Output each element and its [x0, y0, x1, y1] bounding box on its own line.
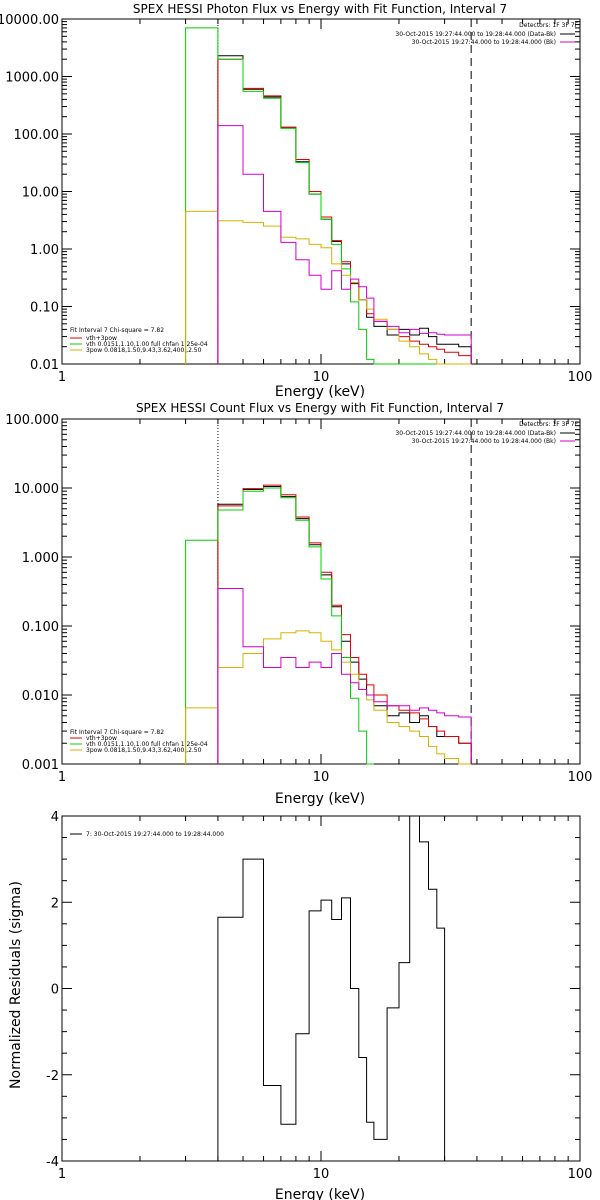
x-tick-label: 100: [568, 770, 593, 785]
x-tick-label: 10: [313, 1167, 330, 1182]
x-axis-label: Energy (keV): [275, 791, 365, 807]
series-bk: [217, 588, 472, 764]
series-vth: [185, 27, 472, 365]
x-tick-label: 10: [313, 370, 330, 385]
fit-legend-vth: vth 0.0151,1.10,1.00 full chfan 1.25e-04: [86, 741, 208, 748]
y-tick-label: 100.000: [5, 413, 59, 428]
bk-interval-label: 30-Oct-2015 19:27:44.000 to 19:28:44.000…: [412, 39, 556, 46]
y-tick-label: 10000.00: [0, 13, 59, 28]
series-bk: [217, 125, 472, 364]
x-tick-label: 100: [568, 1167, 593, 1182]
fit-legend-total: vth+3pow: [86, 335, 117, 342]
fit-legend-3pow: 3pow 0.0818,1.50,9.43,3.62,400.,2.50: [86, 347, 202, 354]
x-tick-label: 1: [58, 770, 66, 785]
data-interval-label: 30-Oct-2015 19:27:44.000 to 19:28:44.000…: [395, 430, 556, 437]
photon-flux-chart: SPEX HESSI Photon Flux vs Energy with Fi…: [0, 2, 592, 400]
y-tick-label: 0.010: [22, 689, 59, 704]
y-tick-label: 1.000: [22, 551, 59, 566]
y-tick-label: 4: [51, 810, 59, 825]
plot-frame: [61, 815, 581, 1162]
x-axis-label: Energy (keV): [275, 1187, 365, 1200]
y-tick-label: 0.100: [22, 620, 59, 635]
x-tick-label: 1: [58, 370, 66, 385]
y-tick-label: 0.10: [30, 301, 59, 316]
series-vth-3pow: [217, 58, 472, 364]
fit-legend-total: vth+3pow: [86, 735, 117, 742]
residual-legend-label: 7: 30-Oct-2015 19:27:44.000 to 19:28:44.…: [86, 831, 224, 838]
x-tick-label: 10: [313, 770, 330, 785]
series-vth-3pow: [217, 484, 472, 764]
plot-frame: [61, 418, 581, 765]
bk-interval-label: 30-Oct-2015 19:27:44.000 to 19:28:44.000…: [412, 438, 556, 445]
y-tick-label: 1000.00: [5, 71, 59, 86]
y-tick-label: 0.001: [22, 758, 59, 773]
y-tick-label: 10.00: [22, 186, 59, 201]
y-tick-label: 10.000: [14, 482, 60, 497]
y-tick-label: -2: [46, 1069, 59, 1084]
count-flux-chart: SPEX HESSI Count Flux vs Energy with Fit…: [5, 401, 592, 807]
detectors-label: Detectors: 1F 3F 7F: [519, 421, 578, 428]
fit-legend-vth: vth 0.0151,1.10,1.00 full chfan 1.25e-04: [86, 341, 208, 348]
chart-title: SPEX HESSI Photon Flux vs Energy with Fi…: [133, 2, 507, 16]
y-axis-label: Normalized Residuals (sigma): [8, 881, 24, 1089]
chart-title: SPEX HESSI Count Flux vs Energy with Fit…: [136, 401, 504, 415]
fit-interval-label: Fit Interval 7 Chi-square = 7.82: [70, 729, 164, 736]
series-3pow: [185, 630, 472, 765]
y-tick-label: 2: [51, 896, 59, 911]
series-3pow: [185, 210, 472, 365]
series-data-bk: [217, 486, 472, 764]
x-axis-label: Energy (keV): [275, 384, 365, 400]
y-tick-label: 1.00: [30, 243, 59, 258]
y-tick-label: 0: [51, 983, 59, 998]
x-tick-label: 1: [58, 1167, 66, 1182]
series-data-bk: [217, 55, 472, 364]
series-7-30-oct-2015-19-27-44-000-to-19-28-44-000: [217, 815, 446, 1161]
fit-legend-3pow: 3pow 0.0818,1.50,9.43,3.62,400.,2.50: [86, 747, 202, 754]
x-tick-label: 100: [568, 370, 593, 385]
y-tick-label: -4: [46, 1155, 59, 1170]
data-interval-label: 30-Oct-2015 19:27:44.000 to 19:28:44.000…: [395, 31, 556, 38]
y-tick-label: 0.01: [30, 358, 59, 373]
residuals-chart: Energy (keV) Normalized Residuals (sigma…: [8, 810, 592, 1200]
fit-interval-label: Fit Interval 7 Chi-square = 7.82: [70, 327, 164, 334]
detectors-label: Detectors: 1F 3F 7F: [519, 22, 578, 29]
series-vth: [185, 487, 374, 765]
y-tick-label: 100.00: [14, 128, 60, 143]
